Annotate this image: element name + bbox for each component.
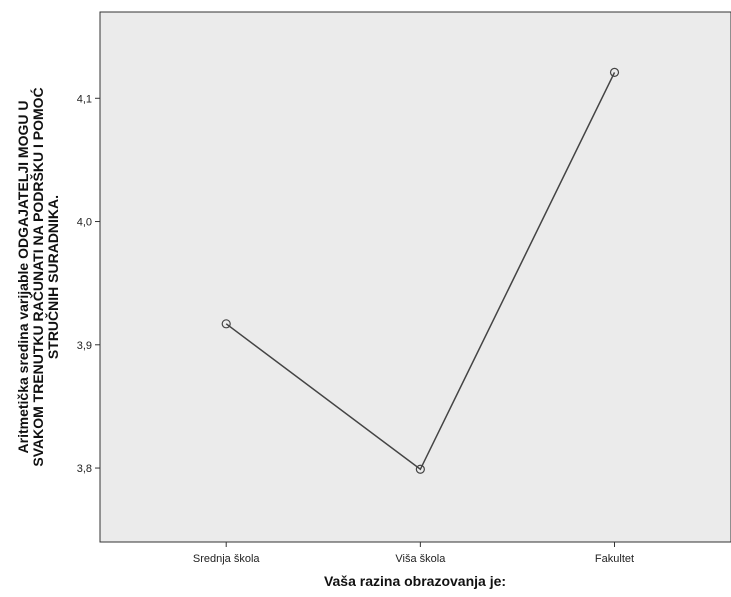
x-axis: Srednja škola Viša škola Fakultet bbox=[193, 542, 634, 565]
y-axis-title: Aritmetička sredina varijable ODGAJATELJ… bbox=[15, 87, 61, 466]
data-point-marker bbox=[609, 67, 620, 77]
x-tick-label: Srednja škola bbox=[193, 553, 261, 565]
y-axis-title-line-1: Aritmetička sredina varijable ODGAJATELJ… bbox=[15, 101, 31, 454]
data-point-marker bbox=[415, 464, 425, 474]
y-tick-label: 4,0 bbox=[77, 217, 92, 229]
y-tick-label: 3,8 bbox=[77, 463, 92, 475]
series-line bbox=[225, 72, 616, 471]
data-point-marker bbox=[221, 319, 231, 329]
y-tick-label: 4,1 bbox=[77, 93, 92, 105]
data-series bbox=[221, 67, 620, 474]
y-axis: 3,8 3,9 4,0 4,1 bbox=[77, 93, 100, 475]
plot-area bbox=[99, 11, 731, 543]
y-axis-title-line-2: SVAKOM TRENUTKU RAČUNATI NA PODRŠKU I PO… bbox=[29, 87, 46, 466]
x-axis-title: Vaša razina obrazovanja je: bbox=[324, 573, 506, 589]
y-tick-label: 3,9 bbox=[77, 340, 92, 352]
x-tick-label: Viša škola bbox=[395, 553, 446, 565]
x-tick-label: Fakultet bbox=[595, 553, 634, 565]
y-axis-title-line-3: STRUČNIH SURADNIKA. bbox=[44, 195, 61, 359]
